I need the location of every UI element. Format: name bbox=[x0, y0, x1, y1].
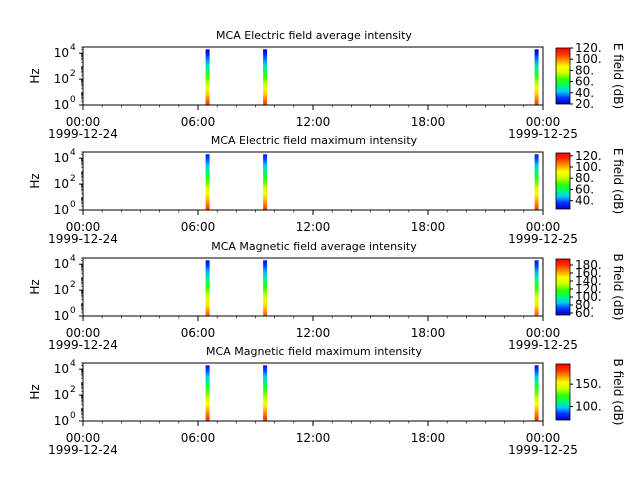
y-tick-exponent: 2 bbox=[70, 280, 76, 290]
colorbar-label: E field (dB) bbox=[611, 43, 625, 109]
plot-area bbox=[83, 363, 543, 421]
y-axis-label: Hz bbox=[28, 68, 42, 83]
y-tick-label: 10 bbox=[54, 98, 69, 112]
x-tick-label: 18:00 bbox=[411, 220, 446, 234]
spectrogram-burst bbox=[263, 154, 267, 210]
y-tick-exponent: 4 bbox=[70, 254, 76, 264]
x-tick-label: 12:00 bbox=[296, 220, 331, 234]
y-tick-exponent: 2 bbox=[70, 385, 76, 395]
x-tick-label: 06:00 bbox=[181, 220, 216, 234]
x-tick-label: 06:00 bbox=[181, 431, 216, 445]
y-tick-label: 10 bbox=[54, 362, 69, 376]
y-tick-exponent: 0 bbox=[70, 200, 76, 210]
spectrogram-burst bbox=[535, 49, 539, 105]
y-tick-label: 10 bbox=[54, 414, 69, 428]
colorbar-label: B field (dB) bbox=[611, 254, 625, 321]
x-date-label: 1999-12-25 bbox=[508, 232, 578, 246]
colorbar-label: B field (dB) bbox=[611, 359, 625, 426]
y-axis-label: Hz bbox=[28, 173, 42, 188]
spectrogram-burst bbox=[206, 154, 210, 210]
x-date-label: 1999-12-24 bbox=[48, 127, 118, 141]
spectrogram-burst bbox=[535, 260, 539, 316]
y-tick-exponent: 0 bbox=[70, 95, 76, 105]
spectrogram-burst bbox=[263, 49, 267, 105]
y-tick-label: 10 bbox=[54, 177, 69, 191]
x-tick-label: 18:00 bbox=[411, 431, 446, 445]
colorbar bbox=[556, 259, 570, 315]
colorbar-tick-label: 20. bbox=[575, 97, 594, 111]
y-tick-exponent: 0 bbox=[70, 306, 76, 316]
spectrogram-burst bbox=[206, 49, 210, 105]
y-tick-label: 10 bbox=[54, 46, 69, 60]
spectrogram-burst bbox=[535, 365, 539, 421]
x-tick-label: 18:00 bbox=[411, 326, 446, 340]
colorbar-tick-label: 40. bbox=[575, 194, 594, 208]
x-date-label: 1999-12-25 bbox=[508, 338, 578, 352]
colorbar-label: E field (dB) bbox=[611, 148, 625, 214]
x-date-label: 1999-12-25 bbox=[508, 127, 578, 141]
colorbar-tick-label: 150. bbox=[575, 377, 602, 391]
x-tick-label: 18:00 bbox=[411, 115, 446, 129]
y-tick-exponent: 4 bbox=[70, 359, 76, 369]
panel-title: MCA Electric field average intensity bbox=[216, 29, 412, 42]
x-tick-label: 06:00 bbox=[181, 326, 216, 340]
spectrogram-burst bbox=[206, 260, 210, 316]
x-date-label: 1999-12-25 bbox=[508, 443, 578, 457]
x-tick-label: 06:00 bbox=[181, 115, 216, 129]
y-tick-label: 10 bbox=[54, 283, 69, 297]
y-tick-label: 10 bbox=[54, 151, 69, 165]
x-tick-label: 12:00 bbox=[296, 326, 331, 340]
x-date-label: 1999-12-24 bbox=[48, 443, 118, 457]
spectrogram-burst bbox=[206, 365, 210, 421]
y-tick-exponent: 2 bbox=[70, 174, 76, 184]
y-tick-label: 10 bbox=[54, 309, 69, 323]
y-tick-exponent: 2 bbox=[70, 69, 76, 79]
x-date-label: 1999-12-24 bbox=[48, 338, 118, 352]
y-tick-exponent: 0 bbox=[70, 411, 76, 421]
x-tick-label: 12:00 bbox=[296, 115, 331, 129]
y-tick-exponent: 4 bbox=[70, 148, 76, 158]
spectrogram-burst bbox=[263, 260, 267, 316]
colorbar bbox=[556, 364, 570, 420]
x-date-label: 1999-12-24 bbox=[48, 232, 118, 246]
y-axis-label: Hz bbox=[28, 279, 42, 294]
colorbar-tick-label: 100. bbox=[575, 400, 602, 414]
y-axis-label: Hz bbox=[28, 384, 42, 399]
y-tick-label: 10 bbox=[54, 257, 69, 271]
panel-title: MCA Magnetic field maximum intensity bbox=[206, 345, 422, 358]
y-tick-label: 10 bbox=[54, 72, 69, 86]
plot-area bbox=[83, 47, 543, 105]
panel-title: MCA Magnetic field average intensity bbox=[211, 240, 417, 253]
colorbar bbox=[556, 48, 570, 104]
spectrogram-burst bbox=[535, 154, 539, 210]
plot-area bbox=[83, 258, 543, 316]
y-tick-label: 10 bbox=[54, 388, 69, 402]
plot-area bbox=[83, 152, 543, 210]
y-tick-label: 10 bbox=[54, 203, 69, 217]
y-tick-exponent: 4 bbox=[70, 43, 76, 53]
x-tick-label: 12:00 bbox=[296, 431, 331, 445]
colorbar-tick-label: 60. bbox=[575, 306, 594, 320]
colorbar bbox=[556, 153, 570, 209]
spectrogram-burst bbox=[263, 365, 267, 421]
panel-title: MCA Electric field maximum intensity bbox=[211, 134, 418, 147]
